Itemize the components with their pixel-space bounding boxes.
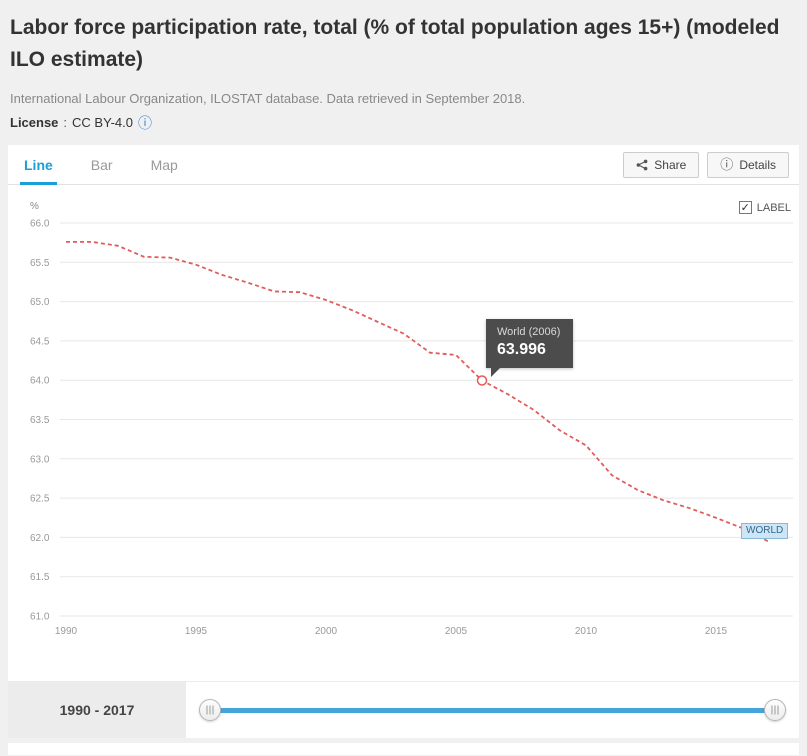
svg-text:65.0: 65.0	[30, 297, 50, 308]
svg-text:64.0: 64.0	[30, 376, 50, 387]
page-title: Labor force participation rate, total (%…	[10, 16, 780, 71]
svg-text:2010: 2010	[575, 626, 598, 637]
slider-handle-right[interactable]	[764, 699, 786, 721]
label-toggle-text: LABEL	[756, 201, 791, 214]
chart-canvas[interactable]: 66.0 65.5 65.0 64.5 64.0 63.5 63.0 62.5 62.0 61.5…	[16, 193, 799, 645]
svg-text:66.0: 66.0	[30, 219, 50, 230]
license-value: CC BY-4.0	[72, 115, 133, 130]
svg-text:2000: 2000	[315, 626, 338, 637]
svg-text:64.5: 64.5	[30, 336, 50, 347]
source-attribution: International Labour Organization, ILOST…	[10, 91, 526, 106]
license-info-icon[interactable]: ⓘ	[137, 114, 152, 131]
chart-tabbar: Line Bar Map Share	[8, 145, 799, 185]
slider-zone	[186, 682, 799, 738]
details-button[interactable]: ⓘ Details	[707, 151, 789, 178]
date-range-label: 1990 - 2017	[8, 682, 186, 738]
svg-text:2015: 2015	[705, 626, 728, 637]
tab-line[interactable]: Line	[20, 145, 57, 185]
chart-card: Line Bar Map Share	[8, 145, 799, 738]
svg-text:63.0: 63.0	[30, 454, 50, 465]
line-chart: 66.0 65.5 65.0 64.5 64.0 63.5 63.0 62.5 62.0 61.5…	[16, 193, 799, 645]
license-label: License	[10, 115, 59, 130]
svg-text:2005: 2005	[445, 626, 468, 637]
slider-rail[interactable]	[199, 699, 786, 721]
svg-text:62.0: 62.0	[30, 533, 50, 544]
svg-text:61.5: 61.5	[30, 572, 50, 583]
svg-text:63.5: 63.5	[30, 415, 50, 426]
license-separator: :	[63, 115, 68, 130]
date-range-slider-row: 1990 - 2017	[8, 681, 799, 738]
share-button-label: Share	[654, 157, 687, 172]
checkbox-icon[interactable]: ✓	[738, 201, 752, 214]
share-icon	[636, 159, 648, 171]
svg-text:%: %	[30, 201, 39, 212]
svg-text:61.0: 61.0	[30, 612, 50, 623]
share-button[interactable]: Share	[623, 151, 700, 178]
series-end-label: WORLD	[741, 523, 789, 540]
slider-handle-left[interactable]	[199, 699, 221, 721]
svg-text:65.5: 65.5	[30, 258, 50, 269]
svg-text:62.5: 62.5	[30, 494, 50, 505]
chart-wrap: 66.0 65.5 65.0 64.5 64.0 63.5 63.0 62.5 62.0 61.5…	[8, 185, 799, 645]
next-section-strip	[8, 743, 799, 755]
details-button-label: Details	[739, 157, 776, 172]
slider-selected-track[interactable]	[210, 707, 775, 713]
license-row: License : CC BY-4.0 ⓘ	[10, 115, 797, 130]
label-toggle[interactable]: ✓ LABEL	[738, 201, 791, 214]
tab-actions: Share ⓘ Details	[623, 151, 789, 178]
details-info-icon: ⓘ	[720, 157, 734, 172]
tab-map[interactable]: Map	[150, 156, 178, 173]
svg-text:1990: 1990	[55, 626, 78, 637]
tab-bar[interactable]: Bar	[90, 156, 113, 173]
svg-text:1995: 1995	[185, 626, 208, 637]
